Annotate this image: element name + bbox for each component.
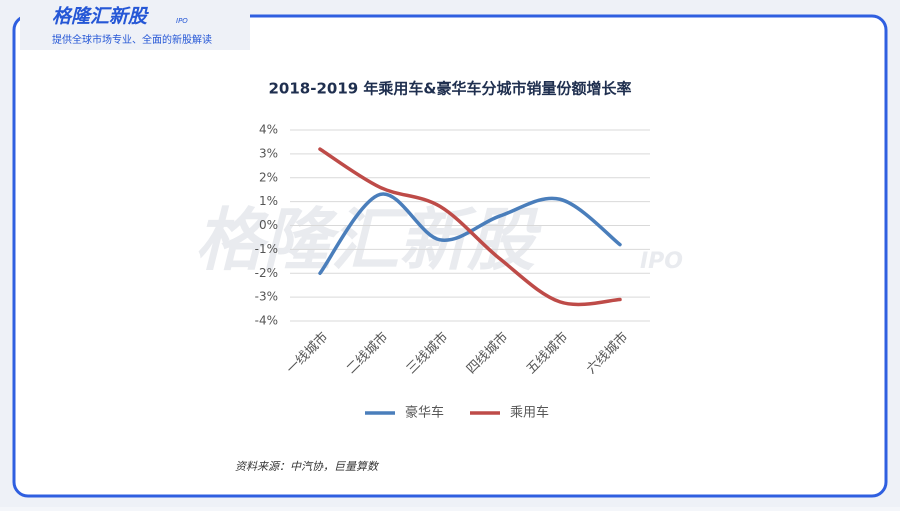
y-tick-label: -2%	[255, 266, 278, 280]
chart-title: 2018-2019 年乘用车&豪华车分城市销量份额增长率	[268, 80, 631, 98]
y-tick-label: 3%	[259, 146, 278, 160]
legend-label: 豪华车	[405, 405, 444, 421]
watermark-tag: IPO	[640, 249, 683, 274]
y-tick-label: 4%	[259, 123, 278, 137]
series-line	[318, 147, 622, 307]
frame	[12, 14, 888, 498]
logo: 格隆汇新股	[52, 6, 149, 28]
source-note: 资料来源：中汽协，巨量算数	[235, 460, 380, 473]
series-line	[318, 192, 622, 275]
tagline: 提供全球市场专业、全面的新股解读	[52, 33, 212, 46]
y-tick-label: 2%	[259, 170, 278, 184]
y-tick-label: 0%	[259, 218, 278, 232]
watermark: 格隆汇新股	[195, 202, 542, 281]
y-tick-label: -4%	[255, 314, 278, 328]
y-tick-label: -3%	[255, 290, 278, 304]
logo-backdrop	[20, 2, 250, 50]
legend-label: 乘用车	[510, 405, 549, 421]
y-tick-label: 1%	[259, 194, 278, 208]
logo-tag: IPO	[176, 17, 188, 25]
y-tick-label: -1%	[255, 242, 278, 256]
